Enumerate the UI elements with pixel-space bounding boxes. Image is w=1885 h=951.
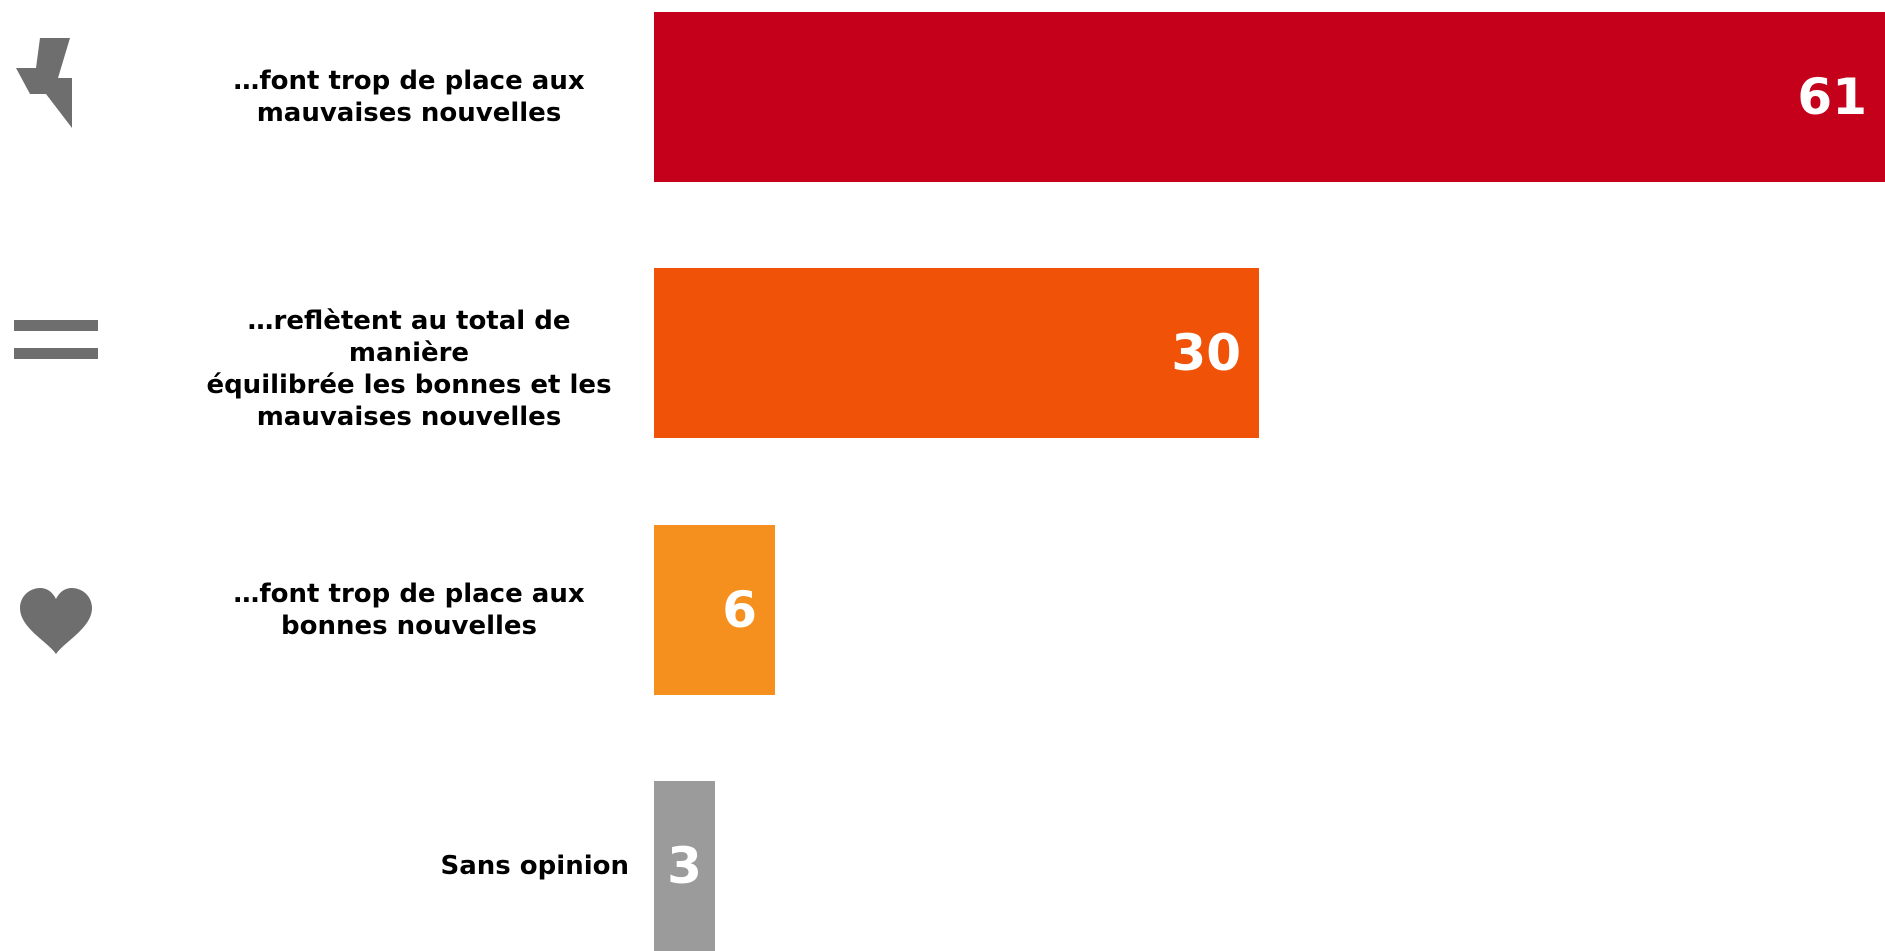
bar-value-label: 30 <box>1171 324 1241 382</box>
bar-value-label: 6 <box>722 581 757 639</box>
category-label: …font trop de place aux bonnes nouvelles <box>233 579 585 641</box>
bar <box>654 781 715 951</box>
bar <box>654 12 1885 182</box>
bar-value-label: 3 <box>667 837 702 895</box>
category-label: Sans opinion <box>440 851 630 881</box>
bar <box>654 268 1259 438</box>
heart-icon <box>18 588 94 660</box>
category-label: …font trop de place aux mauvaises nouvel… <box>233 66 585 128</box>
bar <box>654 525 775 695</box>
bar-value-label: 61 <box>1797 68 1867 126</box>
category-label: …reflètent au total de manière équilibré… <box>206 306 612 432</box>
lightning-icon <box>12 36 76 132</box>
equals-icon <box>14 316 102 366</box>
